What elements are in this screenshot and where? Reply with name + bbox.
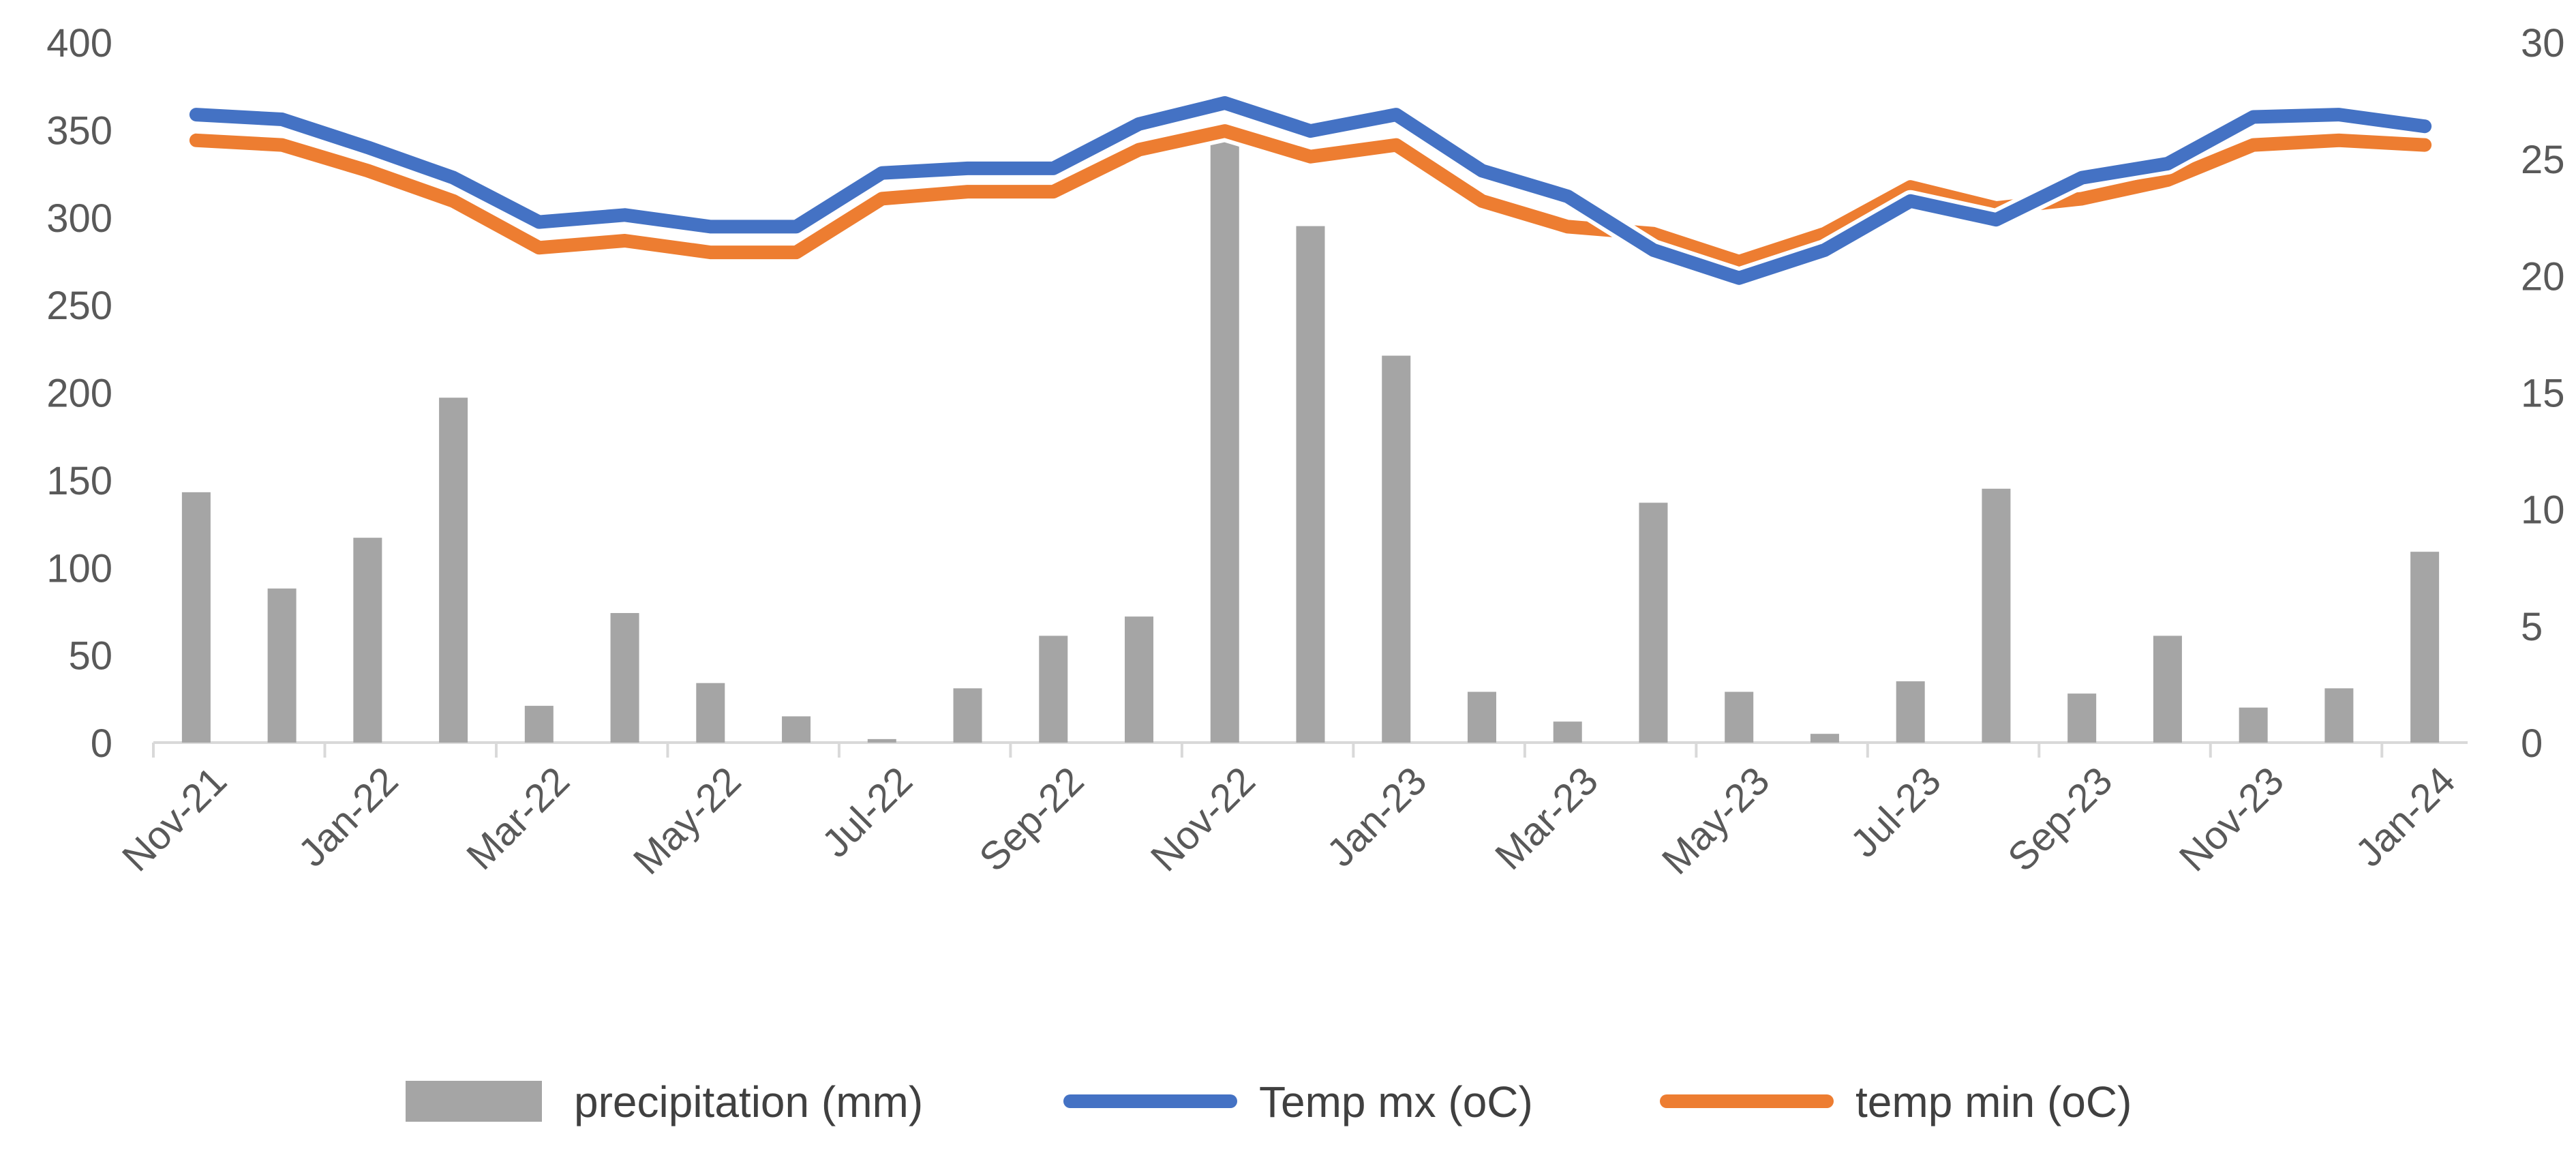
- y-left-tick-label: 300: [46, 196, 112, 241]
- precipitation-bar: [1125, 616, 1154, 743]
- y-right-tick-label: 0: [2521, 721, 2543, 766]
- y-left-tick-label: 0: [91, 721, 112, 766]
- precipitation-bar: [867, 738, 896, 743]
- precipitation-bar: [267, 588, 297, 743]
- y-left-tick-label: 250: [46, 284, 112, 328]
- legend-label-temp-min: temp min (oC): [1855, 1077, 2132, 1126]
- y-left-tick-label: 400: [46, 21, 112, 65]
- precipitation-bar: [1382, 355, 1411, 743]
- x-tick-label: Jan-22: [290, 758, 406, 875]
- precipitation-bar: [1639, 503, 1668, 743]
- y-left-tick-label: 100: [46, 546, 112, 591]
- precipitation-bar: [1725, 691, 1754, 743]
- y-left-tick-label: 350: [46, 108, 112, 153]
- legend-swatch-precipitation: [406, 1081, 542, 1122]
- y-left-tick-label: 150: [46, 459, 112, 503]
- precipitation-bar: [2153, 636, 2182, 743]
- precipitation-bar: [524, 706, 554, 743]
- precipitation-bar: [439, 398, 468, 743]
- x-tick-label: Jul-22: [813, 758, 921, 866]
- precipitation-bar: [610, 613, 639, 743]
- x-tick-label: Nov-21: [114, 758, 235, 880]
- precipitation-bar: [1982, 488, 2011, 743]
- y-right-tick-label: 30: [2521, 21, 2565, 65]
- precipitation-bar: [1467, 691, 1496, 743]
- x-tick-label: Mar-22: [458, 758, 578, 878]
- x-tick-label: Sep-23: [1999, 758, 2121, 880]
- y-right-tick-label: 5: [2521, 605, 2543, 649]
- x-tick-label: Jan-24: [2347, 758, 2464, 875]
- x-tick-label: May-22: [625, 758, 750, 883]
- precipitation-bar: [1210, 124, 1239, 743]
- precipitation-bar: [782, 716, 811, 743]
- x-tick-label: Nov-22: [1142, 758, 1264, 880]
- x-tick-label: Nov-23: [2171, 758, 2292, 880]
- x-tick-label: Jan-23: [1318, 758, 1435, 875]
- temp-mx-line: [189, 96, 2432, 285]
- precipitation-bar: [953, 688, 982, 743]
- precipitation-bar: [2324, 688, 2354, 743]
- x-tick-label: Sep-22: [971, 758, 1092, 880]
- precipitation-bar: [1296, 226, 1325, 743]
- y-right-tick-label: 25: [2521, 138, 2565, 182]
- precipitation-bar: [696, 683, 725, 743]
- axes: [152, 741, 2468, 758]
- precipitation-bar: [1553, 721, 1582, 743]
- x-tick-label: May-23: [1654, 758, 1778, 883]
- precipitation-bar: [2410, 552, 2440, 743]
- precipitation-bar: [1039, 636, 1068, 743]
- precipitation-bar: [2067, 693, 2097, 743]
- temperature-lines: [185, 92, 2436, 289]
- x-tick-label: Mar-23: [1487, 758, 1607, 878]
- y-left-tick-label: 200: [46, 372, 112, 416]
- y-right-tick-label: 15: [2521, 372, 2565, 416]
- precipitation-bar: [1810, 734, 1839, 743]
- precipitation-bar: [2239, 707, 2268, 743]
- y-right-tick-label: 20: [2521, 254, 2565, 299]
- precipitation-bar: [353, 537, 382, 743]
- precipitation-bars: [181, 124, 2440, 743]
- x-tick-label: Jul-23: [1842, 758, 1950, 866]
- precipitation-bar: [1896, 681, 1925, 743]
- legend: precipitation (mm) Temp mx (oC) temp min…: [406, 1077, 2132, 1126]
- legend-label-precipitation: precipitation (mm): [574, 1077, 923, 1126]
- y-right-tick-label: 10: [2521, 488, 2565, 533]
- precipitation-bar: [181, 492, 211, 743]
- y-left-tick-label: 50: [68, 634, 112, 678]
- legend-label-temp-mx: Temp mx (oC): [1259, 1077, 1533, 1126]
